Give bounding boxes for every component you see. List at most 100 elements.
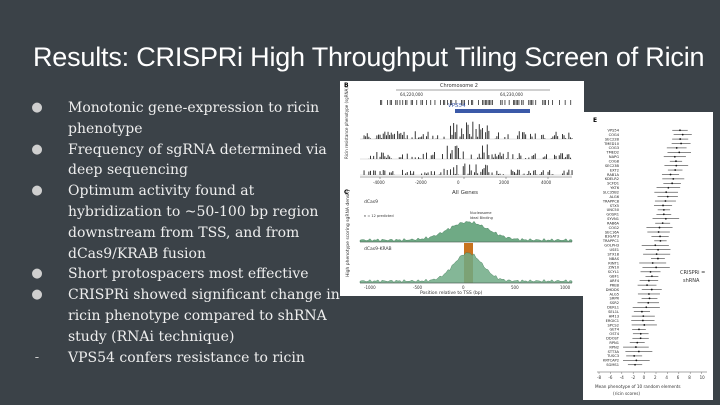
track-bar <box>502 153 504 159</box>
track-bar <box>379 134 381 139</box>
gene-name: ARF4 <box>610 279 620 283</box>
sgrna-tick <box>521 100 523 105</box>
track-bar <box>456 124 458 139</box>
track-bar <box>374 170 376 175</box>
track-bar <box>566 154 568 159</box>
gene-name: SEC22B <box>605 137 620 141</box>
sgrna-tick <box>515 100 517 105</box>
track-bar <box>488 130 490 139</box>
track-bar <box>483 168 485 175</box>
track-bar <box>477 173 479 175</box>
track-bar <box>427 131 429 139</box>
density-y-label: High phenotype scoring sgRNA density <box>345 189 351 277</box>
gene-name: TMED10 <box>603 142 620 146</box>
krab-density-area <box>359 252 573 284</box>
sgrna-tick <box>447 100 448 105</box>
gene-point <box>666 195 669 198</box>
track-bar <box>453 123 455 139</box>
chromosome-label: Chromosome 2 <box>440 83 478 89</box>
sgrna-tick <box>440 100 441 105</box>
slide-title: Results: CRISPRi High Throughput Tiling … <box>33 42 705 72</box>
track-bar <box>470 154 472 159</box>
gene-name: USE1 <box>610 248 619 252</box>
sgrna-tick <box>395 100 397 105</box>
track-bar <box>382 133 384 139</box>
sgrna-tick <box>402 100 404 105</box>
sgrna-tick <box>451 100 453 105</box>
track-bar <box>366 133 368 139</box>
track-bar <box>488 155 490 159</box>
track-bar <box>387 154 389 159</box>
track-bar <box>512 171 514 175</box>
sgrna-tick <box>517 100 518 105</box>
track-bar <box>478 124 480 139</box>
gene-point <box>679 129 681 132</box>
track-bar <box>446 145 448 159</box>
gene-name: GOLPH3 <box>604 244 619 248</box>
dcas9-density-area <box>359 220 573 243</box>
gene-point <box>664 217 667 220</box>
gene-name: VPS54 <box>608 129 620 133</box>
track-bar <box>534 153 536 159</box>
sgrna-tick <box>501 100 503 105</box>
bullet-text: Optimum activity found at hybridization … <box>68 183 319 262</box>
gene-name: RAB6A <box>607 221 620 225</box>
track-bar <box>525 134 527 139</box>
track-bar <box>525 158 527 159</box>
bullet-text: Frequency of sgRNA determined via deep s… <box>68 141 327 179</box>
track-bar <box>534 170 536 175</box>
gene-name: ALG5 <box>609 292 619 296</box>
track-bar <box>498 154 499 159</box>
track-bar <box>443 168 445 175</box>
figure-panel-e: E VPS54 COG4 SEC22B TMED10 COG3 TMED2 NAPG COG8… <box>583 112 713 400</box>
track-bar <box>480 157 482 159</box>
gene-phenotype-figure: E VPS54COG4SEC22BTMED10COG3TMED2NAPGCOG8… <box>593 117 707 396</box>
track-bar <box>432 135 434 139</box>
x-axis-label: Position relative to TSS (bp) <box>420 290 483 296</box>
track-bar <box>381 138 383 139</box>
bullet-marker: ● <box>31 141 43 157</box>
track-bar <box>365 136 367 139</box>
coord-right: 64,230,000 <box>500 92 523 97</box>
track-bar <box>432 154 434 159</box>
x-axis-label-1: Mean phenotype of 10 random elements <box>595 384 681 389</box>
gene-point <box>681 133 684 136</box>
sgrna-tick <box>529 100 531 105</box>
gene-point <box>651 262 654 264</box>
gene-point <box>658 226 661 229</box>
bullet-item: ● Monotonic gene-expression to ricin phen… <box>30 98 340 140</box>
gene-point <box>633 355 636 357</box>
track-bar <box>384 156 386 159</box>
track-bar <box>390 172 392 175</box>
track-bar <box>474 172 475 175</box>
track-bar <box>414 131 416 139</box>
track-bar <box>485 164 487 175</box>
track-bar <box>467 124 469 139</box>
track-bar <box>504 137 506 139</box>
track-bar <box>557 136 559 139</box>
track-bar <box>541 134 543 139</box>
sgrna-tick <box>543 100 545 105</box>
gene-name: TRAPPC1 <box>602 239 619 243</box>
gene-name: SYVN1 <box>607 217 619 221</box>
gene-name: PREB <box>610 283 620 287</box>
track-bar <box>406 153 408 159</box>
track-bar <box>515 173 517 175</box>
track-bar <box>544 156 546 159</box>
track-bar <box>459 158 461 159</box>
track-bar <box>565 138 567 139</box>
track-bar <box>533 170 535 175</box>
gene-point <box>643 324 646 326</box>
track-bar <box>410 170 411 175</box>
gene-point <box>659 235 661 238</box>
track-bar <box>421 173 423 175</box>
track-bar <box>563 158 565 159</box>
track-bar <box>506 158 507 159</box>
bullet-list: ● Monotonic gene-expression to ricin phen… <box>30 98 340 368</box>
legend-line-2: shRNA <box>683 278 700 284</box>
track-bar <box>384 170 386 175</box>
track-bar <box>570 137 571 139</box>
track-bar <box>402 134 403 139</box>
track-bar <box>406 135 408 139</box>
sgrna-tick <box>504 100 506 105</box>
